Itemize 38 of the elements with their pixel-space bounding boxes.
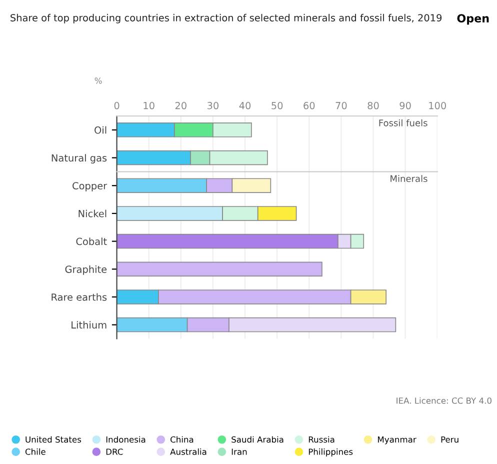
x-tick-label: 10 bbox=[144, 102, 154, 110]
chart-title: Share of top producing countries in extraction of selected minerals and fossil fuels, 2019 bbox=[10, 14, 442, 24]
y-tick-label: Lithium bbox=[72, 321, 106, 329]
y-tick-label: Nickel bbox=[78, 210, 106, 218]
legend-label: United States bbox=[26, 436, 82, 443]
y-tick-label: Oil bbox=[94, 126, 106, 134]
legend-label: Australia bbox=[170, 448, 206, 455]
y-tick-label: Copper bbox=[72, 182, 108, 192]
y-tick-label: Cobalt bbox=[76, 238, 107, 246]
x-axis-title: % bbox=[94, 78, 102, 84]
text: IEA. Licence: CC BY 4.0 bbox=[396, 397, 492, 404]
annotation: Minerals bbox=[390, 175, 428, 182]
legend-label: Philippines bbox=[308, 448, 353, 456]
text: Open bbox=[457, 14, 489, 25]
bar bbox=[116, 262, 322, 276]
x-tick-label: 40 bbox=[239, 102, 251, 110]
legend-label: Russia bbox=[308, 436, 334, 443]
legend-label: Iran bbox=[232, 448, 247, 455]
annotation: Fossil fuels bbox=[379, 119, 428, 126]
legend-label: China bbox=[170, 436, 194, 443]
x-tick-label: 50 bbox=[272, 102, 283, 110]
y-tick-label: Rare earths bbox=[52, 293, 107, 301]
x-tick-label: 100 bbox=[429, 102, 446, 110]
y-tick-label: Natural gas bbox=[52, 154, 107, 164]
x-tick-label: 60 bbox=[304, 102, 315, 110]
legend-label: Chile bbox=[25, 448, 46, 455]
x-tick-label: 20 bbox=[175, 102, 186, 110]
x-tick-label: 30 bbox=[208, 102, 219, 110]
x-tick-label: 70 bbox=[336, 102, 347, 110]
legend-label: DRC bbox=[106, 448, 123, 455]
x-tick-label: 80 bbox=[368, 102, 379, 110]
x-tick-label: 0 bbox=[114, 102, 120, 110]
legend-label: Saudi Arabia bbox=[232, 436, 284, 443]
legend-label: Myanmar bbox=[378, 436, 416, 444]
legend-label: Peru bbox=[441, 436, 458, 443]
x-tick-label: 90 bbox=[400, 102, 411, 110]
legend-label: Indonesia bbox=[106, 436, 146, 443]
y-tick-label: Graphite bbox=[65, 265, 107, 275]
